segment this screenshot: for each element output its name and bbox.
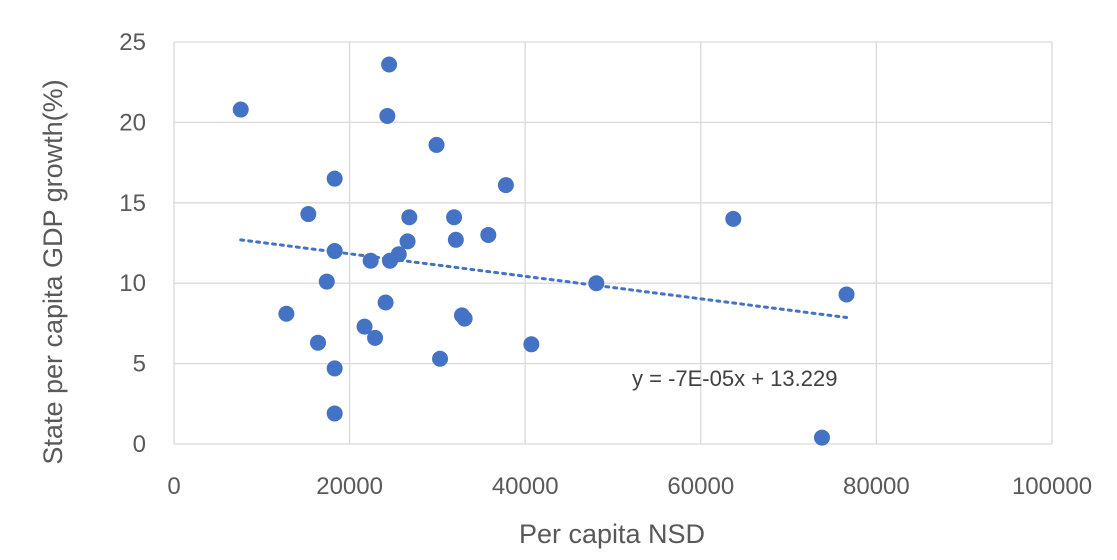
trendline-equation: y = -7E-05x + 13.229 [632, 366, 837, 391]
data-point [480, 226, 497, 243]
y-tick-label: 5 [133, 351, 146, 378]
x-tick-label: 80000 [843, 473, 910, 500]
data-point [456, 310, 473, 327]
data-point [326, 360, 343, 377]
trendline-layer [239, 238, 849, 319]
data-point [367, 329, 384, 346]
data-point [813, 429, 830, 446]
y-axis-title: State per capita GDP growth(%) [38, 79, 68, 464]
data-point [725, 210, 742, 227]
y-axis-ticks: 0 5 10 15 20 25 [119, 29, 146, 458]
data-point [309, 334, 326, 351]
x-tick-label: 100000 [1012, 473, 1092, 500]
data-point [362, 252, 379, 269]
x-axis-ticks: 0 20000 40000 60000 80000 100000 [167, 473, 1092, 500]
y-tick-label: 0 [133, 431, 146, 458]
gridlines [173, 41, 1053, 445]
data-point [318, 273, 335, 290]
x-tick-label: 0 [167, 473, 180, 500]
y-tick-label: 20 [119, 109, 146, 136]
data-point [399, 233, 416, 250]
x-axis-title: Per capita NSD [519, 519, 705, 549]
data-point [390, 246, 407, 263]
x-tick-label: 20000 [316, 473, 383, 500]
y-tick-label: 10 [119, 270, 146, 297]
trendline [239, 238, 849, 319]
data-point [497, 177, 514, 194]
data-point [523, 336, 540, 353]
y-tick-label: 25 [119, 29, 146, 56]
data-point [278, 305, 295, 322]
data-point [447, 231, 464, 248]
data-point [356, 318, 373, 335]
data-point [446, 209, 463, 226]
x-tick-label: 60000 [667, 473, 734, 500]
data-point [838, 286, 855, 303]
data-point [401, 209, 418, 226]
data-point [232, 101, 249, 118]
data-point [377, 294, 394, 311]
data-point [381, 56, 398, 73]
data-point [432, 350, 449, 367]
data-point [588, 275, 605, 292]
data-point [379, 107, 396, 124]
data-point [326, 243, 343, 260]
data-point [326, 405, 343, 422]
data-point [326, 170, 343, 187]
data-point [428, 136, 445, 153]
data-point [300, 206, 317, 223]
y-tick-label: 15 [119, 190, 146, 217]
x-tick-label: 40000 [492, 473, 559, 500]
data-points [232, 56, 855, 446]
